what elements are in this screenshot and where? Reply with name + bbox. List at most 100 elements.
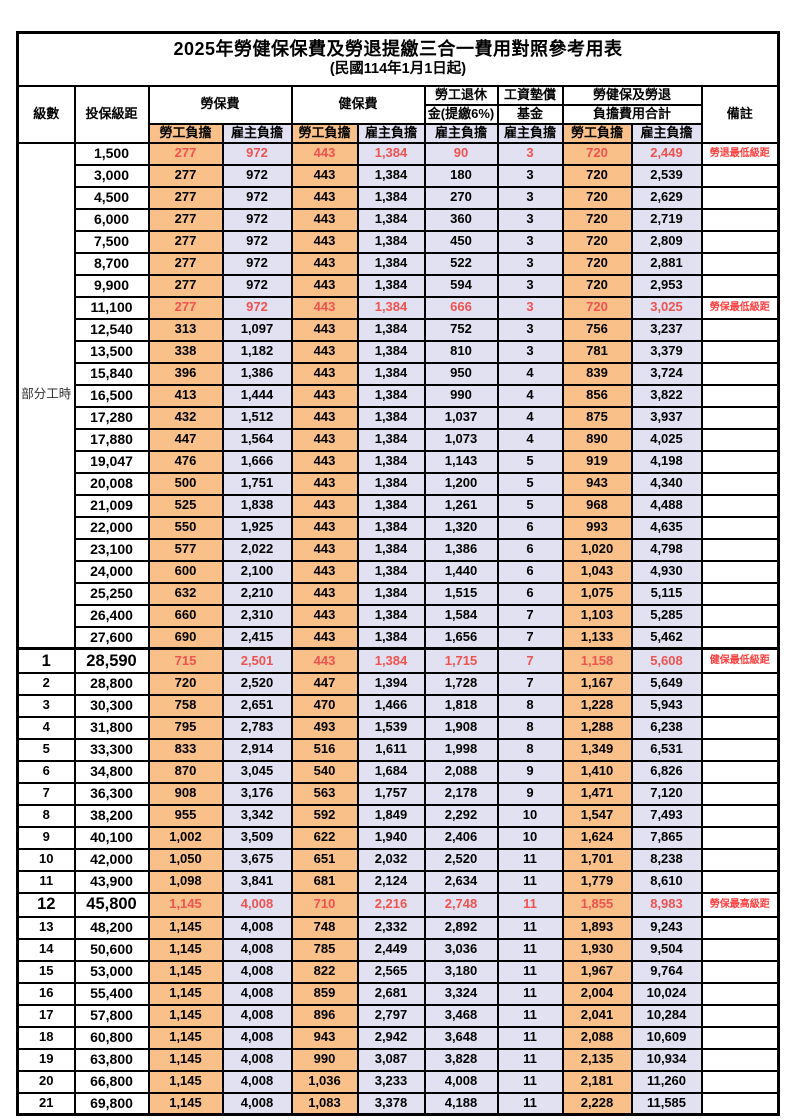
labor-employer-cell: 2,310: [221, 603, 293, 628]
fund-employer-cell: 3: [496, 251, 564, 276]
health-worker-cell: 443: [290, 207, 359, 232]
pension-employer-cell: 594: [423, 273, 499, 298]
pension-employer-cell: 1,998: [423, 737, 499, 762]
health-employer-cell: 1,384: [356, 603, 426, 628]
health-worker-cell: 443: [290, 471, 359, 496]
total-employer-cell: 5,608: [630, 647, 703, 674]
pension-employer-cell: 1,728: [423, 671, 499, 696]
bracket-cell: 9,900: [73, 273, 150, 298]
header-row-1: 級數 投保級距 勞保費 健保費 勞工退休 工資墊償 勞健保及勞退 備註: [16, 84, 780, 144]
pension-employer-cell: 3,468: [423, 1003, 499, 1028]
health-employer-cell: 1,384: [356, 251, 426, 276]
total-employer-cell: 2,539: [630, 163, 703, 188]
labor-employer-cell: 2,100: [221, 559, 293, 584]
premium-table: 2025年勞健保保費及勞退提繳三合一費用對照參考用表 (民國114年1月1日起)…: [16, 31, 781, 1116]
total-worker-cell: 2,004: [561, 981, 633, 1006]
table-row: 9,900 277 972 443 1,384 594 3 720 2,953: [18, 273, 780, 298]
pension-employer-cell: 1,715: [423, 647, 499, 674]
fund-employer-cell: 11: [496, 1091, 564, 1116]
labor-employer-cell: 2,210: [221, 581, 293, 606]
total-employer-cell: 10,024: [630, 981, 703, 1006]
labor-employer-cell: 3,045: [221, 759, 293, 784]
bracket-cell: 4,500: [73, 185, 150, 210]
total-employer-cell: 2,449: [630, 141, 703, 166]
health-employer-cell: 1,466: [356, 693, 426, 718]
labor-worker-cell: 577: [147, 537, 224, 562]
note-cell: [700, 427, 780, 452]
table-row: 18 60,800 1,145 4,008 943 2,942 3,648 11 2,088 10…: [16, 1025, 780, 1050]
fund-employer-cell: 6: [496, 537, 564, 562]
total-worker-cell: 756: [561, 317, 633, 342]
bracket-cell: 30,300: [73, 693, 150, 718]
level-cell: 9: [16, 825, 76, 850]
labor-worker-cell: 277: [147, 229, 224, 254]
labor-employer-cell: 4,008: [221, 937, 293, 962]
fund-employer-cell: 6: [496, 515, 564, 540]
note-cell: [700, 869, 780, 894]
fund-employer-cell: 11: [496, 1003, 564, 1028]
health-employer-cell: 1,384: [356, 581, 426, 606]
labor-worker-cell: 277: [147, 273, 224, 298]
labor-employer-cell: 4,008: [221, 1025, 293, 1050]
fund-employer-cell: 11: [496, 1025, 564, 1050]
bracket-cell: 42,000: [73, 847, 150, 872]
table-row: 23,100 577 2,022 443 1,384 1,386 6 1,020 4,798: [18, 537, 780, 562]
pension-employer-cell: 990: [423, 383, 499, 408]
health-worker-cell: 681: [290, 869, 359, 894]
bracket-cell: 19,047: [73, 449, 150, 474]
table-row: 4,500 277 972 443 1,384 270 3 720 2,629: [18, 185, 780, 210]
total-worker-cell: 720: [561, 163, 633, 188]
health-employer-cell: 1,384: [356, 229, 426, 254]
labor-employer-cell: 4,008: [221, 1069, 293, 1094]
total-worker-cell: 839: [561, 361, 633, 386]
total-employer-cell: 3,822: [630, 383, 703, 408]
total-worker-cell: 720: [561, 141, 633, 166]
fund-employer-cell: 7: [496, 647, 564, 674]
total-employer-cell: 2,953: [630, 273, 703, 298]
pension-employer-cell: 1,908: [423, 715, 499, 740]
table-row: 6 34,800 870 3,045 540 1,684 2,088 9 1,410 6,826: [16, 759, 780, 784]
total-employer-cell: 10,934: [630, 1047, 703, 1072]
pension-employer-cell: 2,088: [423, 759, 499, 784]
fund-employer-cell: 8: [496, 737, 564, 762]
health-worker-cell: 443: [290, 163, 359, 188]
table-row: 2 28,800 720 2,520 447 1,394 1,728 7 1,167 5,649: [16, 671, 780, 696]
labor-employer-cell: 4,008: [221, 915, 293, 940]
labor-employer-cell: 972: [221, 295, 293, 320]
header-wage-fund-line2: 基金: [496, 103, 564, 125]
health-worker-cell: 516: [290, 737, 359, 762]
note-cell: [700, 1069, 780, 1094]
fund-employer-cell: 10: [496, 825, 564, 850]
total-employer-cell: 2,629: [630, 185, 703, 210]
health-employer-cell: 1,384: [356, 339, 426, 364]
labor-employer-cell: 4,008: [221, 981, 293, 1006]
total-worker-cell: 720: [561, 273, 633, 298]
labor-worker-cell: 833: [147, 737, 224, 762]
total-employer-cell: 3,379: [630, 339, 703, 364]
level-cell: 8: [16, 803, 76, 828]
note-cell: [700, 1091, 780, 1116]
note-cell: [700, 163, 780, 188]
bracket-cell: 66,800: [73, 1069, 150, 1094]
labor-employer-cell: 2,415: [221, 625, 293, 650]
pension-employer-cell: 1,818: [423, 693, 499, 718]
health-worker-cell: 443: [290, 449, 359, 474]
health-employer-cell: 1,394: [356, 671, 426, 696]
bracket-cell: 22,000: [73, 515, 150, 540]
labor-employer-cell: 1,666: [221, 449, 293, 474]
labor-employer-cell: 3,509: [221, 825, 293, 850]
title-cell: 2025年勞健保保費及勞退提繳三合一費用對照參考用表 (民國114年1月1日起): [16, 31, 780, 87]
health-worker-cell: 443: [290, 185, 359, 210]
total-worker-cell: 720: [561, 185, 633, 210]
pension-employer-cell: 2,634: [423, 869, 499, 894]
health-worker-cell: 443: [290, 273, 359, 298]
total-worker-cell: 2,181: [561, 1069, 633, 1094]
pension-employer-cell: 4,008: [423, 1069, 499, 1094]
health-worker-cell: 443: [290, 251, 359, 276]
total-employer-cell: 5,649: [630, 671, 703, 696]
note-cell: 健保最低級距: [700, 647, 780, 674]
labor-worker-cell: 1,145: [147, 1025, 224, 1050]
pension-employer-cell: 360: [423, 207, 499, 232]
subheader-labor-worker: 勞工負擔: [147, 122, 224, 144]
header-total-line2: 負擔費用合計: [561, 103, 703, 125]
